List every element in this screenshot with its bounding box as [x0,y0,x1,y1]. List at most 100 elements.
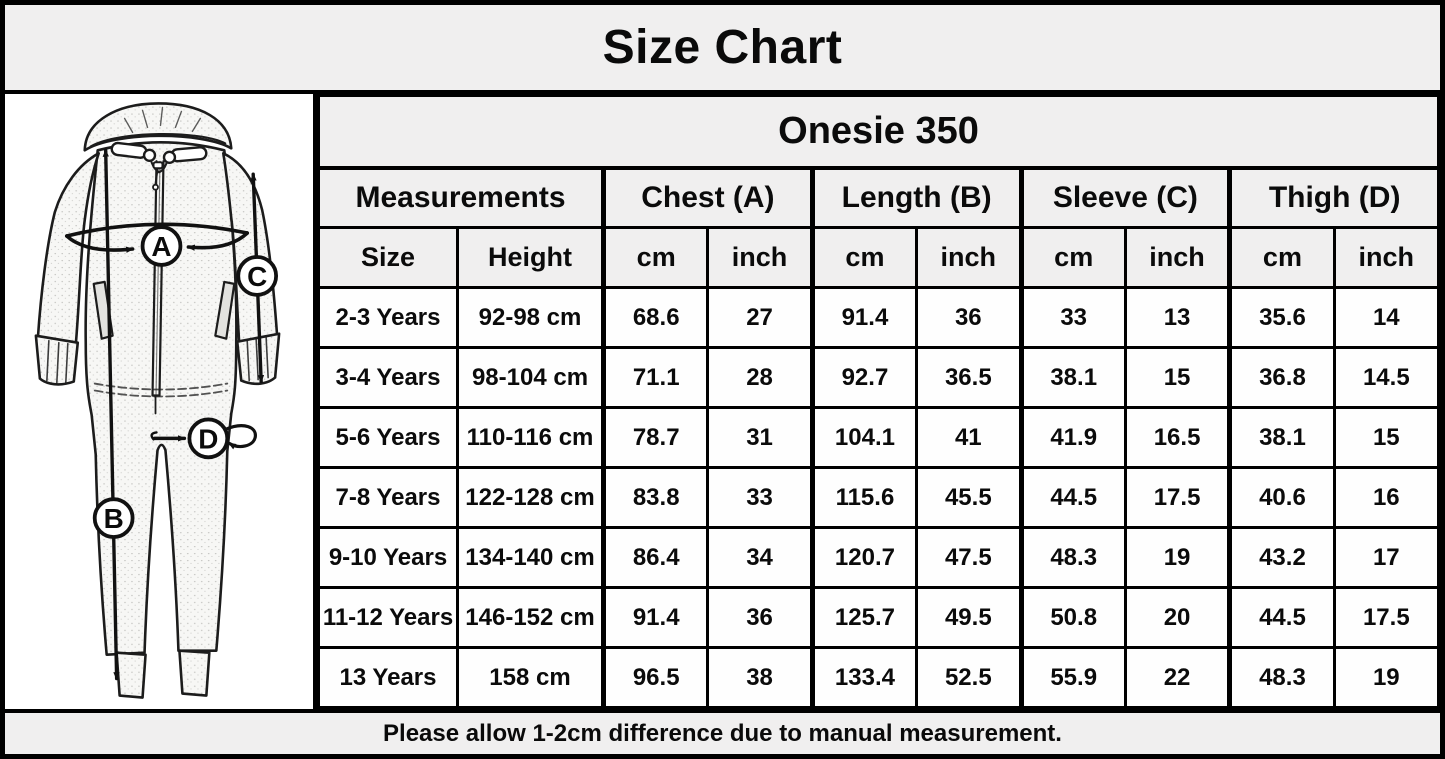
subheader-length-inch: inch [915,226,1023,289]
table-cell: 31 [706,406,814,469]
footer-band: Please allow 1-2cm difference due to man… [5,709,1440,754]
subheader-thigh-cm: cm [1227,226,1336,289]
table-cell: 83.8 [600,466,710,529]
thigh-arrow-curl [150,431,158,441]
thigh-loop [223,424,257,450]
table-cell: 34 [706,526,814,589]
size-table-body: 2-3 Years 92-98 cm 68.6 27 91.4 36 33 13 35.6 14 3… [317,286,1440,709]
footer-note: Please allow 1-2cm difference due to man… [383,719,1062,747]
table-cell: 3-4 Years [317,346,459,409]
right-ankle-cuff [178,649,211,697]
table-cell: 7-8 Years [317,466,459,529]
subheader-sleeve-cm: cm [1018,226,1127,289]
table-cell: 16 [1332,466,1440,529]
table-cell: 146-152 cm [456,586,605,649]
table-cell: 55.9 [1018,646,1127,709]
table-cell: 28 [706,346,814,409]
table-cell: 16.5 [1123,406,1232,469]
label-d: D [198,423,218,454]
subheader-chest-inch: inch [706,226,814,289]
table-cell: 43.2 [1227,526,1336,589]
measure-labels: A B C D [92,225,279,539]
table-cell: 20 [1123,586,1232,649]
table-cell: 52.5 [915,646,1023,709]
title-band: Size Chart [5,5,1440,94]
table-cell: 115.6 [809,466,919,529]
table-cell: 17.5 [1332,586,1440,649]
left-ankle-cuff [115,651,147,699]
table-cell: 158 cm [456,646,605,709]
table-cell: 120.7 [809,526,919,589]
zipper [151,160,165,415]
table-row: 7-8 Years 122-128 cm 83.8 33 115.6 45.5 44.5 17… [317,466,1440,529]
chest-arrow-right [186,231,250,251]
table-cell: 36.8 [1227,346,1336,409]
table-cell: 36 [915,286,1023,349]
table-cell: 40.6 [1227,466,1336,529]
table-cell: 125.7 [809,586,919,649]
table-cell: 41.9 [1018,406,1127,469]
table-cell: 96.5 [600,646,710,709]
product-title-row: Onesie 350 [317,94,1440,170]
table-cell: 13 [1123,286,1232,349]
size-table-wrap: Onesie 350 Measurements Chest (A) Length… [317,94,1440,709]
table-cell: 14 [1332,286,1440,349]
subheader-size: Size [317,226,459,289]
onesie-sketch [34,102,281,699]
table-cell: 38.1 [1018,346,1127,409]
table-row: 3-4 Years 98-104 cm 71.1 28 92.7 36.5 38.1 15 36… [317,346,1440,409]
table-cell: 27 [706,286,814,349]
subheader-length-cm: cm [809,226,919,289]
table-row: 11-12 Years 146-152 cm 91.4 36 125.7 49.5 50.8… [317,586,1440,649]
table-cell: 17 [1332,526,1440,589]
table-cell: 41 [915,406,1023,469]
right-pocket [214,280,236,340]
header-measurements: Measurements [317,166,605,229]
sub-header-row: Size Height cm inch cm inch cm inch cm i… [317,226,1440,289]
content-area: A B C D Onesie 350 [5,94,1440,709]
table-cell: 14.5 [1332,346,1440,409]
table-cell: 38 [706,646,814,709]
table-cell: 44.5 [1018,466,1127,529]
table-cell: 9-10 Years [317,526,459,589]
chest-arrow-left [65,234,135,253]
table-cell: 19 [1123,526,1232,589]
label-c-circle [236,255,279,297]
header-length: Length (B) [809,166,1023,229]
table-cell: 47.5 [915,526,1023,589]
table-cell: 48.3 [1227,646,1336,709]
illustration-panel: A B C D [5,94,317,709]
table-cell: 48.3 [1018,526,1127,589]
table-cell: 122-128 cm [456,466,605,529]
label-b-circle [92,497,135,539]
table-cell: 98-104 cm [456,346,605,409]
label-a: A [151,231,171,262]
table-cell: 22 [1123,646,1232,709]
table-cell: 44.5 [1227,586,1336,649]
table-row: 13 Years 158 cm 96.5 38 133.4 52.5 55.9 22 48.3 1… [317,646,1440,709]
table-cell: 50.8 [1018,586,1127,649]
subheader-chest-cm: cm [600,226,710,289]
table-cell: 104.1 [809,406,919,469]
size-table: Onesie 350 Measurements Chest (A) Length… [317,94,1440,709]
label-a-circle [140,225,183,267]
table-cell: 134-140 cm [456,526,605,589]
table-cell: 92.7 [809,346,919,409]
table-cell: 91.4 [809,286,919,349]
table-cell: 35.6 [1227,286,1336,349]
subheader-thigh-inch: inch [1332,226,1440,289]
header-chest: Chest (A) [601,166,814,229]
table-cell: 49.5 [915,586,1023,649]
table-cell: 13 Years [317,646,459,709]
table-cell: 19 [1332,646,1440,709]
table-row: 5-6 Years 110-116 cm 78.7 31 104.1 41 41.9 16.5… [317,406,1440,469]
table-cell: 92-98 cm [456,286,605,349]
table-row: 2-3 Years 92-98 cm 68.6 27 91.4 36 33 13 35.6 14 [317,286,1440,349]
hood-toggles [110,141,208,164]
table-cell: 68.6 [600,286,710,349]
table-cell: 17.5 [1123,466,1232,529]
sketch-details [46,106,269,415]
table-cell: 78.7 [600,406,710,469]
length-arrow [102,148,120,681]
